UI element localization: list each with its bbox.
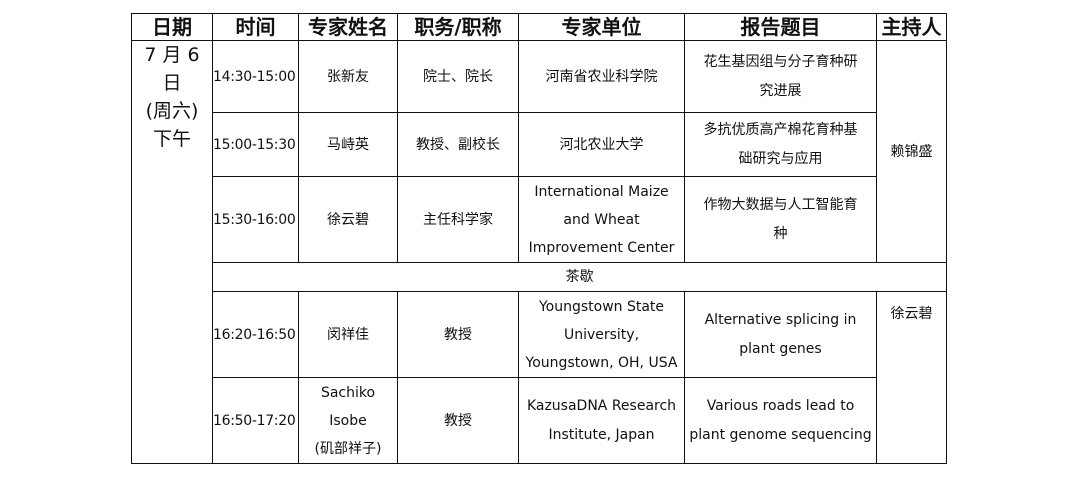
affiliation-cell: 河北农业大学 bbox=[518, 112, 685, 177]
title-cell: Various roads lead to plant genome sequen… bbox=[684, 377, 877, 464]
break-row: 茶歇 bbox=[132, 262, 947, 292]
table-row: 15:30-16:00 徐云碧 主任科学家 International Maiz… bbox=[132, 176, 947, 263]
host-cell: 徐云碧 bbox=[876, 291, 947, 464]
date-cell: 7 月 6 日 (周六) 下午 bbox=[131, 40, 213, 464]
position-cell: 教授、副校长 bbox=[397, 112, 519, 177]
time-cell: 15:30-16:00 bbox=[212, 176, 299, 263]
time-cell: 16:20-16:50 bbox=[212, 291, 299, 378]
affiliation-cell: 河南省农业科学院 bbox=[518, 40, 685, 113]
table-row: 7 月 6 日 (周六) 下午 14:30-15:00 张新友 院士、院长 河南… bbox=[131, 40, 947, 464]
header-affiliation: 专家单位 bbox=[518, 13, 685, 41]
schedule-table: 日期 时间 专家姓名 职务/职称 专家单位 报告题目 主持人 7 月 6 日 (… bbox=[131, 13, 947, 464]
affiliation-cell: KazusaDNA Research Institute, Japan bbox=[518, 377, 685, 464]
title-line: Alternative splicing in bbox=[704, 311, 857, 328]
title-cell: 多抗优质高产棉花育种基 础研究与应用 bbox=[684, 112, 877, 177]
name-cell: 徐云碧 bbox=[298, 176, 398, 263]
name-line: Isobe bbox=[329, 412, 367, 429]
time-cell: 14:30-15:00 bbox=[212, 40, 299, 113]
affiliation-line: International Maize bbox=[534, 183, 669, 200]
title-line: 花生基因组与分子育种研 bbox=[703, 53, 858, 70]
title-line: 多抗优质高产棉花育种基 bbox=[703, 121, 858, 138]
title-line: plant genes bbox=[739, 340, 822, 357]
affiliation-line: and Wheat bbox=[563, 211, 640, 228]
affiliation-line: Institute, Japan bbox=[548, 426, 655, 443]
title-line: 础研究与应用 bbox=[738, 150, 823, 167]
title-line: plant genome sequencing bbox=[689, 426, 872, 443]
affiliation-line: Youngstown, OH, USA bbox=[525, 354, 678, 371]
host-cell: 赖锦盛 bbox=[876, 40, 947, 263]
name-cell: Sachiko Isobe (矶部祥子) bbox=[298, 377, 398, 464]
header-name: 专家姓名 bbox=[298, 13, 398, 41]
position-cell: 主任科学家 bbox=[397, 176, 519, 263]
affiliation-line: University, bbox=[563, 326, 640, 343]
title-line: 作物大数据与人工智能育 bbox=[703, 196, 858, 213]
position-cell: 院士、院长 bbox=[397, 40, 519, 113]
title-line: Various roads lead to bbox=[706, 397, 855, 414]
affiliation-line: KazusaDNA Research bbox=[526, 397, 677, 414]
title-cell: 花生基因组与分子育种研 究进展 bbox=[684, 40, 877, 113]
name-cell: 马峙英 bbox=[298, 112, 398, 177]
affiliation-line: Improvement Center bbox=[528, 239, 675, 256]
affiliation-cell: International Maize and Wheat Improvement … bbox=[518, 176, 685, 263]
header-date: 日期 bbox=[131, 13, 213, 41]
time-cell: 16:50-17:20 bbox=[212, 377, 299, 464]
table-row: 15:00-15:30 马峙英 教授、副校长 河北农业大学 多抗优质高产棉花育种… bbox=[132, 112, 947, 177]
title-cell: 作物大数据与人工智能育种 bbox=[684, 176, 877, 263]
date-day: 7 月 6 日 bbox=[144, 44, 200, 94]
name-line: (矶部祥子) bbox=[314, 440, 382, 457]
position-cell: 教授 bbox=[397, 291, 519, 378]
header-host: 主持人 bbox=[876, 13, 947, 41]
name-cell: 张新友 bbox=[298, 40, 398, 113]
table-row: 16:50-17:20 Sachiko Isobe (矶部祥子) 教授 Kazusa… bbox=[132, 377, 947, 464]
table-row: 16:20-16:50 闵祥佳 教授 Youngstown State Unive… bbox=[132, 291, 947, 464]
title-line: 种 bbox=[773, 225, 788, 242]
date-period: 下午 bbox=[152, 128, 191, 150]
header-row: 日期 时间 专家姓名 职务/职称 专家单位 报告题目 主持人 bbox=[131, 13, 947, 41]
header-title: 报告题目 bbox=[684, 13, 877, 41]
tea-break: 茶歇 bbox=[212, 262, 947, 292]
time-cell: 15:00-15:30 bbox=[212, 112, 299, 177]
header-time: 时间 bbox=[212, 13, 299, 41]
affiliation-cell: Youngstown State University, Youngstown, O… bbox=[518, 291, 685, 378]
date-weekday: (周六) bbox=[145, 100, 199, 122]
header-position: 职务/职称 bbox=[397, 13, 519, 41]
name-cell: 闵祥佳 bbox=[298, 291, 398, 378]
title-cell: Alternative splicing in plant genes bbox=[684, 291, 877, 378]
title-line: 究进展 bbox=[759, 82, 802, 99]
position-cell: 教授 bbox=[397, 377, 519, 464]
affiliation-line: Youngstown State bbox=[538, 298, 665, 315]
name-line: Sachiko bbox=[320, 384, 376, 401]
